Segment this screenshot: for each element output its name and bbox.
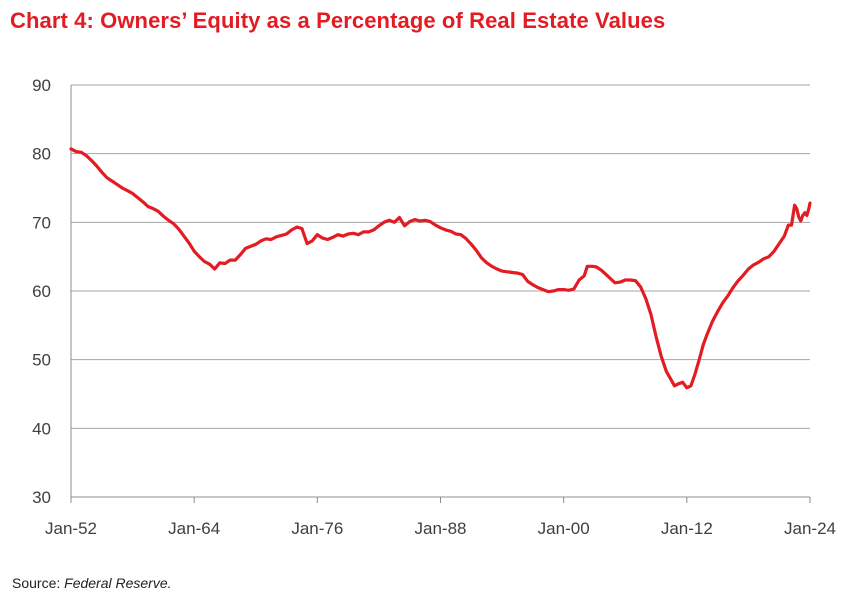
source-value: Federal Reserve. <box>64 575 172 591</box>
y-tick-label-90: 90 <box>32 76 51 95</box>
gridlines <box>71 84 810 429</box>
series-layer <box>69 147 812 390</box>
y-tick-label-80: 80 <box>32 145 51 164</box>
x-tick-label-5: Jan-12 <box>661 519 713 538</box>
source-note: Source: Federal Reserve. <box>12 575 172 591</box>
y-tick-label-60: 60 <box>32 282 51 301</box>
y-tick-label-50: 50 <box>32 351 51 370</box>
source-label: Source: <box>12 575 61 591</box>
x-tick-label-6: Jan-24 <box>784 519 836 538</box>
series-line-0 <box>69 147 812 390</box>
y-tick-label-40: 40 <box>32 419 51 438</box>
y-tick-label-70: 70 <box>32 213 51 232</box>
x-tick-label-1: Jan-64 <box>168 519 220 538</box>
x-tick-label-4: Jan-00 <box>538 519 590 538</box>
chart-title: Chart 4: Owners’ Equity as a Percentage … <box>10 8 666 33</box>
y-axis: 30 40 50 60 70 80 90 <box>32 76 72 507</box>
x-tick-label-2: Jan-76 <box>291 519 343 538</box>
y-tick-label-30: 30 <box>32 488 51 507</box>
x-axis: Jan-52 Jan-64 Jan-76 Jan-88 Jan-00 Jan-12 Jan-… <box>45 496 836 538</box>
x-tick-label-3: Jan-88 <box>415 519 467 538</box>
x-tick-label-0: Jan-52 <box>45 519 97 538</box>
